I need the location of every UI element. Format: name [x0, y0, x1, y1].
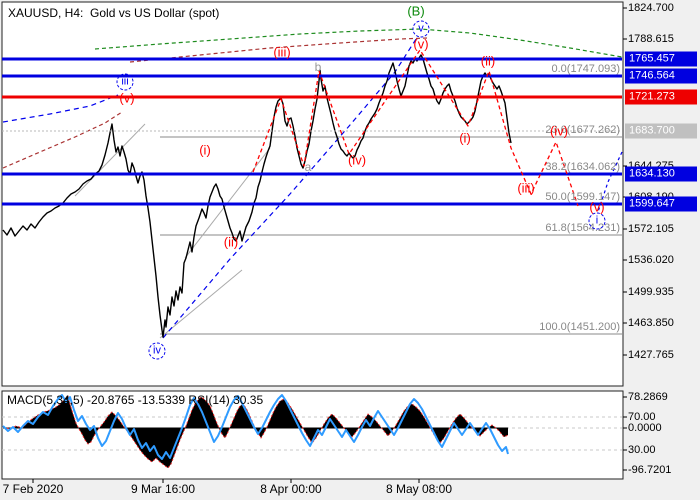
- fib-level-label: 0.0(1747.093): [551, 63, 621, 75]
- trend-dash-darkred: [2, 111, 123, 169]
- wave-label: iv: [148, 342, 166, 360]
- wave-label: (i): [199, 142, 211, 158]
- wave-label: (iii): [517, 180, 535, 196]
- price-badge: 1746.564: [625, 68, 697, 84]
- price-axis-tick-label: 1427.765: [628, 349, 674, 361]
- price-axis-tick-label: 1463.850: [628, 317, 674, 329]
- trendline: [74, 123, 146, 197]
- wave-label: (B): [407, 3, 425, 19]
- wave-label: (i): [459, 130, 471, 146]
- wave-label: b: [314, 60, 322, 74]
- wave-projection-red: [252, 49, 579, 207]
- wave-label: i: [588, 212, 606, 230]
- macd-signal-line: [2, 395, 509, 469]
- price-axis-tick-label: 1499.935: [628, 286, 674, 298]
- fib-level-label: 50.0(1599.147): [545, 191, 620, 203]
- price-axis-tick-label: 1572.105: [628, 223, 674, 235]
- price-badge: 1634.130: [625, 166, 697, 182]
- rsi-line: [2, 394, 509, 460]
- wave-label: iii: [116, 73, 134, 91]
- macd-axis-tick-label: 30.00: [628, 444, 656, 456]
- wave-label: (v): [119, 90, 135, 106]
- channel-line-darkred: [129, 37, 429, 63]
- macd-axis-tick-label: -96.7201: [628, 464, 672, 476]
- price-badge: 1721.273: [625, 89, 697, 105]
- price-badge: 1683.700: [625, 123, 697, 139]
- macd-axis-tick-label: 70.00: [628, 411, 656, 423]
- date-axis-label: 7 Feb 2020: [2, 482, 64, 496]
- wave-guide-blue: [162, 35, 419, 339]
- macd-indicator-label: MACD(5,34,5) -20.8765 -13.5339 RSI(14) 3…: [7, 393, 264, 407]
- wave-label: a: [304, 160, 312, 174]
- price-axis-tick-label: 1824.700: [628, 2, 674, 14]
- trendline: [159, 269, 243, 339]
- wave-label: (v): [589, 199, 605, 215]
- macd-axis-tick-label: 0.0000: [628, 422, 662, 434]
- fib-level-label: 61.8(1564.231): [545, 222, 620, 234]
- chart-title: XAUUSD, H4: Gold vs US Dollar (spot): [8, 6, 220, 20]
- date-axis-label: 8 May 08:00: [385, 482, 453, 496]
- macd-axis-tick-label: 78.2869: [628, 391, 668, 403]
- fib-level-label: 38.2(1634.062): [545, 161, 620, 173]
- date-axis-label: 9 Mar 16:00: [130, 482, 196, 496]
- wave-label: (ii): [480, 53, 496, 69]
- price-axis-tick-label: 1788.615: [628, 33, 674, 45]
- price-axis-tick-label: 1536.020: [628, 254, 674, 266]
- wave-label: v: [412, 20, 430, 38]
- wave-guide-blue: [2, 94, 119, 123]
- price-badge: 1765.457: [625, 51, 697, 67]
- wave-label: (iv): [549, 123, 569, 139]
- date-axis-label: 8 Apr 00:00: [260, 482, 322, 496]
- fib-level-label: 100.0(1451.200): [539, 321, 620, 333]
- wave-guide-blue: [597, 151, 623, 213]
- fib-level-label: 23.6(1677.262): [545, 124, 620, 136]
- wave-label: (iv): [347, 152, 367, 168]
- wave-label: (iii): [273, 44, 291, 60]
- wave-label: (ii): [223, 234, 239, 250]
- main-plot-area[interactable]: [1, 1, 624, 387]
- wave-label: (v): [413, 36, 429, 52]
- price-badge: 1599.647: [625, 196, 697, 212]
- channel-line-green: [94, 28, 623, 58]
